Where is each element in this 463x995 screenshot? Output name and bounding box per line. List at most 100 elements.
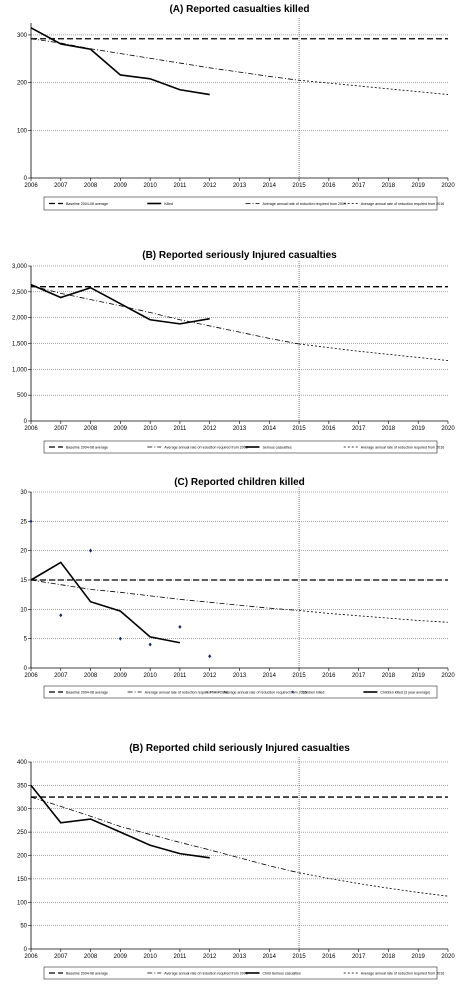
- y-tick-label: 0: [24, 419, 28, 425]
- x-tick-label: 2008: [84, 673, 98, 679]
- y-tick-label: 300: [17, 807, 28, 813]
- x-tick-label: 2007: [54, 426, 68, 432]
- x-tick-label: 2007: [54, 673, 68, 679]
- legend-label: Serious casualties: [263, 445, 292, 449]
- x-tick-label: 2007: [54, 954, 68, 960]
- x-tick-label: 2016: [322, 183, 336, 189]
- x-tick-label: 2018: [382, 673, 396, 679]
- series-line-average-annual-rate-of-reduction-required-from-2016: [299, 610, 449, 623]
- y-tick-label: 400: [17, 760, 28, 766]
- data-point-children-killed: [208, 654, 212, 659]
- x-tick-label: 2020: [441, 673, 455, 679]
- chart-title: (C) Reported children killed: [174, 477, 305, 488]
- y-tick-label: 1,000: [12, 367, 28, 373]
- x-tick-label: 2015: [292, 673, 306, 679]
- x-tick-label: 2011: [173, 183, 187, 189]
- legend-label: Average annual rate of reduction require…: [164, 445, 247, 449]
- legend-box: [43, 966, 438, 980]
- x-tick-label: 2009: [114, 954, 128, 960]
- legend-label: Child Serious casualties: [263, 971, 302, 975]
- x-tick-label: 2009: [114, 673, 128, 679]
- x-tick-label: 2020: [441, 426, 455, 432]
- series-line-children-killed-3-year-average: [30, 561, 181, 644]
- data-point-children-killed: [148, 642, 152, 647]
- x-tick-label: 2013: [233, 954, 247, 960]
- data-point-children-killed: [88, 548, 93, 553]
- x-tick-label: 2019: [412, 954, 426, 960]
- chart-title: (A) Reported casualties killed: [169, 4, 309, 15]
- legend-label: Baseline 2004-08 average: [66, 690, 108, 694]
- series-line-average-annual-rate-of-reduction-required-from-2006: [30, 579, 300, 611]
- x-tick-label: 2010: [143, 954, 157, 960]
- y-tick-label: 10: [20, 607, 27, 613]
- series-line-average-annual-rate-of-reduction-required-from-2006: [30, 285, 300, 345]
- x-tick-label: 2006: [24, 426, 38, 432]
- x-tick-label: 2006: [24, 183, 38, 189]
- legend-label: Average annual rate of reduction require…: [223, 690, 306, 694]
- x-tick-label: 2017: [352, 954, 366, 960]
- chart-panel-2: (B) Reported seriously Injured casualtie…: [12, 250, 455, 454]
- chart-panel-4: (B) Reported child seriously Injured cas…: [17, 743, 455, 980]
- x-tick-label: 2020: [441, 954, 455, 960]
- y-tick-label: 350: [17, 783, 28, 789]
- chart-title: (B) Reported seriously Injured casualtie…: [142, 250, 337, 261]
- y-tick-label: 200: [17, 854, 28, 860]
- series-line-killed: [30, 27, 210, 96]
- x-tick-label: 2012: [203, 954, 217, 960]
- legend-box: [43, 440, 438, 454]
- y-tick-label: 200: [17, 81, 28, 87]
- x-tick-label: 2015: [292, 183, 306, 189]
- y-tick-label: 30: [20, 490, 27, 496]
- x-tick-label: 2013: [233, 183, 247, 189]
- legend-label: Killed: [164, 202, 173, 206]
- x-tick-label: 2019: [412, 183, 426, 189]
- x-tick-label: 2015: [292, 954, 306, 960]
- legend-label: Baseline 2004-08 average: [66, 971, 108, 975]
- y-tick-label: 25: [20, 519, 27, 525]
- x-tick-label: 2017: [352, 426, 366, 432]
- series-line-average-annual-rate-of-reduction-required-from-2006: [30, 796, 300, 874]
- x-tick-label: 2015: [292, 426, 306, 432]
- legend-label: Baseline 2004-08 average: [66, 202, 108, 206]
- y-tick-label: 250: [17, 830, 28, 836]
- x-tick-label: 2010: [143, 426, 157, 432]
- data-point-children-killed: [59, 613, 63, 618]
- y-tick-label: 0: [24, 666, 28, 672]
- y-tick-label: 0: [24, 176, 28, 182]
- legend-label: Average annual rate of reduction require…: [263, 202, 346, 206]
- x-tick-label: 2008: [84, 183, 98, 189]
- legend-symbol: [291, 690, 295, 694]
- data-point-children-killed: [178, 624, 182, 629]
- series-line-average-annual-rate-of-reduction-required-from-2016: [299, 343, 449, 361]
- x-tick-label: 2009: [114, 426, 128, 432]
- legend-label: Average annual rate of reduction require…: [361, 445, 444, 449]
- x-tick-label: 2013: [233, 426, 247, 432]
- x-tick-label: 2008: [84, 954, 98, 960]
- x-tick-label: 2016: [322, 426, 336, 432]
- y-tick-label: 2,500: [12, 290, 28, 296]
- x-tick-label: 2011: [173, 426, 187, 432]
- y-tick-label: 15: [20, 578, 27, 584]
- x-tick-label: 2006: [24, 954, 38, 960]
- legend-label: Average annual rate of reduction require…: [361, 202, 444, 206]
- series-line-average-annual-rate-of-reduction-required-from-2016: [299, 79, 449, 95]
- y-tick-label: 5: [24, 637, 28, 643]
- x-tick-label: 2010: [143, 673, 157, 679]
- x-tick-label: 2014: [263, 183, 277, 189]
- x-tick-label: 2006: [24, 673, 38, 679]
- x-tick-label: 2014: [263, 426, 277, 432]
- y-tick-label: 100: [17, 128, 28, 134]
- legend-label: Average annual rate of reduction require…: [145, 690, 228, 694]
- legend-label: Baseline 2004-08 average: [66, 445, 108, 449]
- x-tick-label: 2018: [382, 426, 396, 432]
- y-tick-label: 20: [20, 549, 27, 555]
- legend-label: Children killed (3 year average): [380, 690, 430, 694]
- chart-title: (B) Reported child seriously Injured cas…: [129, 743, 350, 754]
- y-tick-label: 2,000: [12, 316, 28, 322]
- legend-label: Children killed: [302, 690, 325, 694]
- x-tick-label: 2016: [322, 954, 336, 960]
- chart-panel-1: (A) Reported casualties killed 0 100 200 300…: [17, 4, 455, 211]
- x-tick-label: 2014: [263, 673, 277, 679]
- x-tick-label: 2013: [233, 673, 247, 679]
- chart-panel-3: (C) Reported children killed 0 5 10 15 20 25 30…: [20, 477, 455, 699]
